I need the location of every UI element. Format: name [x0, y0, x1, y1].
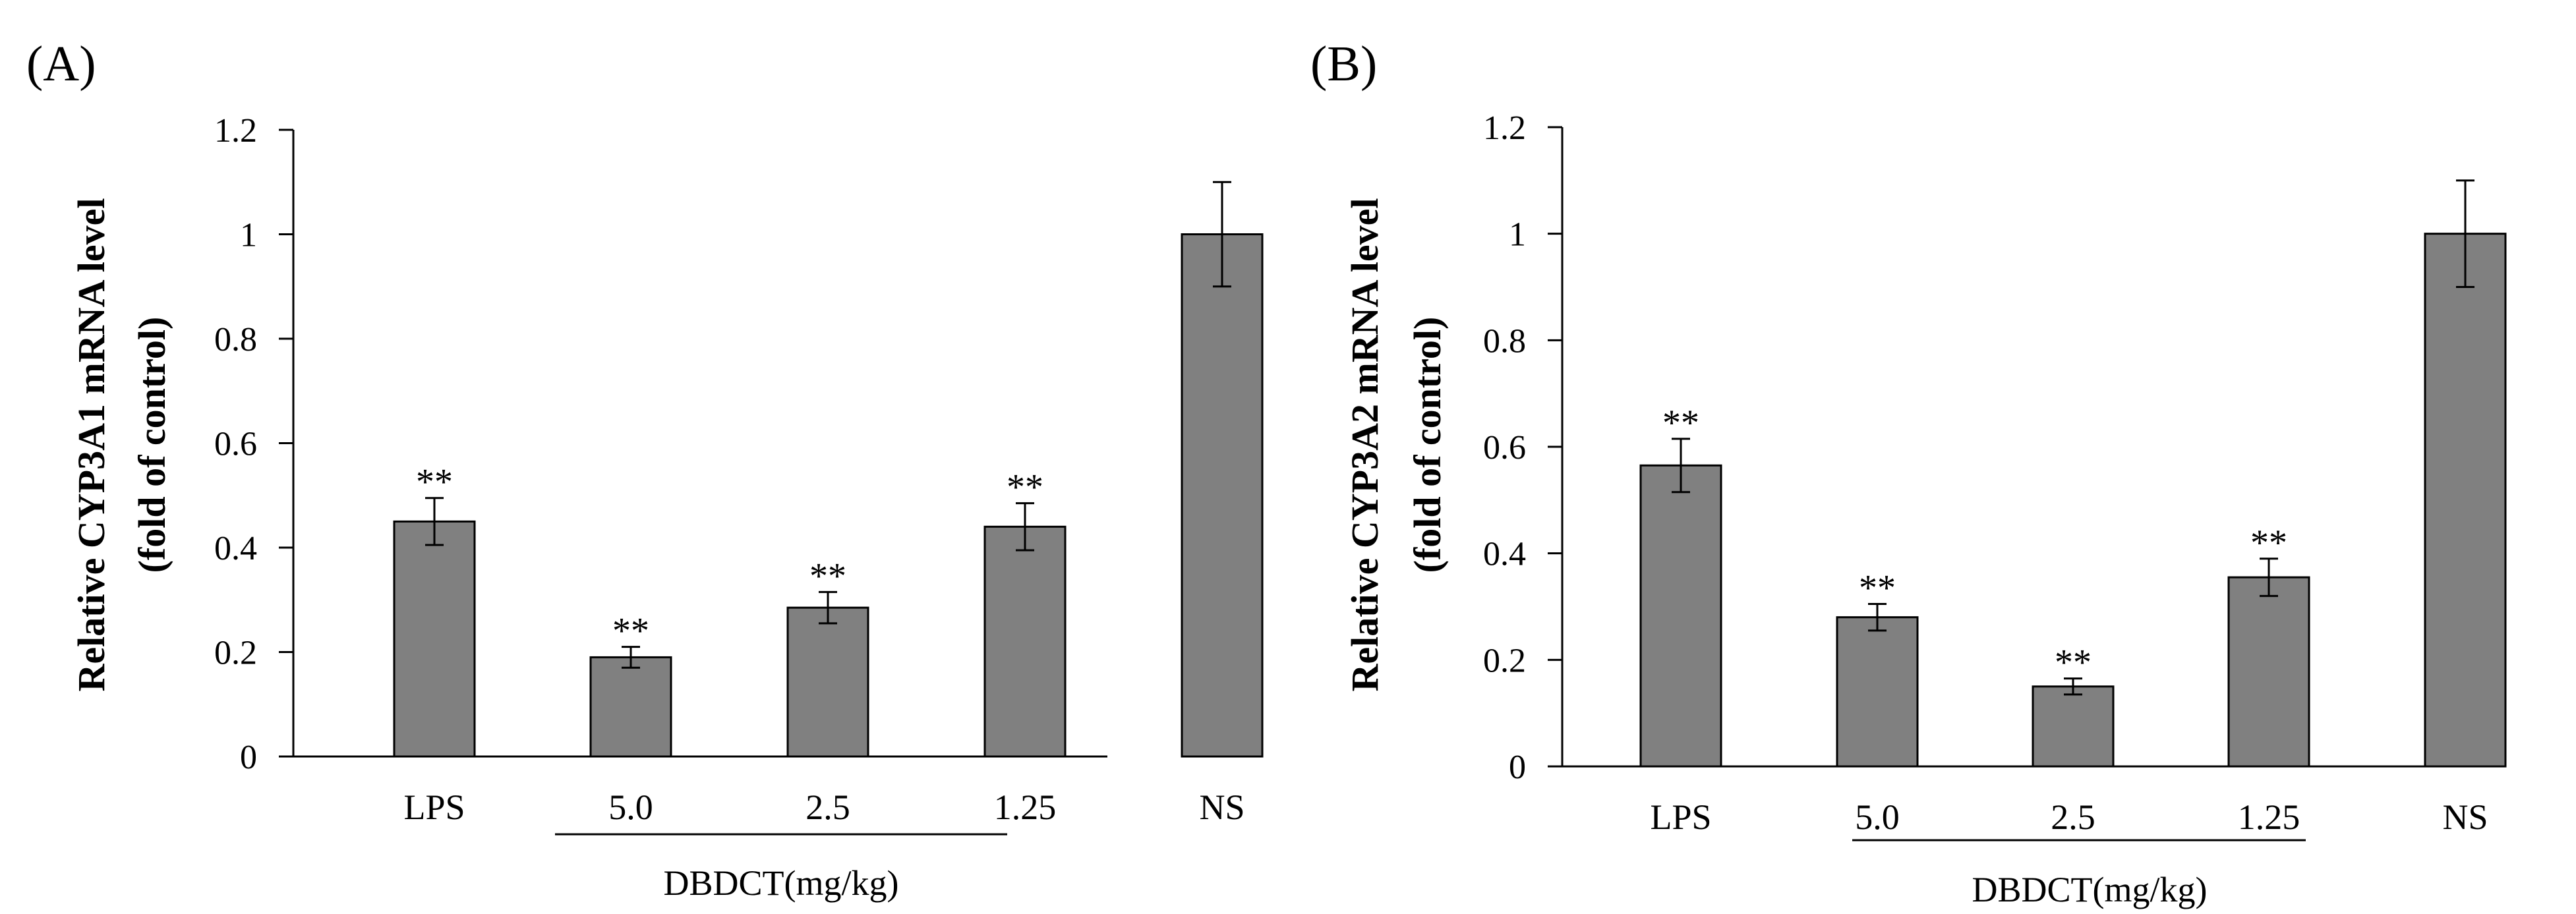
y-axis-label-line1: Relative CYP3A1 mRNA level: [70, 198, 113, 692]
bar: [2032, 685, 2115, 768]
group-label: DBDCT(mg/kg): [664, 863, 899, 903]
significance-marker: **: [2055, 643, 2092, 683]
bar: [786, 606, 869, 758]
bar: [1181, 233, 1264, 758]
y-axis-label-line1: Relative CYP3A2 mRNA level: [1343, 198, 1386, 692]
significance-marker: **: [809, 556, 846, 596]
y-tick-label: 0.8: [214, 321, 257, 358]
significance-marker: **: [416, 462, 453, 503]
y-tick-label: 1: [240, 217, 257, 254]
group-label: DBDCT(mg/kg): [1972, 870, 2208, 909]
y-tick-label: 0: [240, 739, 257, 776]
bar: [2424, 233, 2507, 768]
x-tick-label: NS: [1199, 787, 1244, 827]
y-tick-label: 1.2: [1483, 109, 1526, 147]
bar: [2227, 576, 2310, 768]
x-tick-label: LPS: [403, 787, 465, 827]
x-tick-label: 2.5: [2051, 797, 2095, 837]
panel-label: (B): [1310, 36, 1377, 92]
y-tick-label: 0.4: [1483, 536, 1526, 573]
x-tick-label: LPS: [1650, 797, 1711, 837]
y-axis-label-line2: (fold of control): [1406, 317, 1449, 573]
panel-label: (A): [26, 36, 96, 92]
x-tick-label: 1.25: [2238, 797, 2300, 837]
significance-marker: **: [1662, 403, 1699, 443]
y-tick-label: 0.6: [1483, 429, 1526, 467]
bar: [983, 525, 1067, 758]
y-tick-label: 0.4: [214, 530, 257, 567]
y-tick-label: 1.2: [214, 112, 257, 150]
y-tick-label: 1: [1509, 216, 1526, 254]
y-tick-label: 0.6: [214, 426, 257, 463]
significance-marker: **: [2250, 523, 2287, 563]
significance-marker: **: [612, 611, 649, 652]
significance-marker: **: [1007, 467, 1043, 508]
y-tick-label: 0.2: [214, 635, 257, 672]
chart-panel-b: (B) 0 0.2 0.4 0.6 0.8 1 1.2 Relative CYP3A2 mRNA…: [1310, 36, 2507, 909]
y-tick-label: 0.2: [1483, 642, 1526, 679]
significance-marker: **: [1859, 567, 1896, 608]
bar: [1836, 616, 1919, 768]
x-tick-label: 2.5: [805, 787, 850, 827]
y-tick-label: 0: [1509, 749, 1526, 786]
x-tick-label: NS: [2442, 797, 2488, 837]
bar: [393, 520, 476, 758]
y-axis-label-line2: (fold of control): [131, 317, 173, 573]
bar: [1639, 464, 1722, 768]
bar: [589, 656, 672, 758]
x-tick-label: 1.25: [994, 787, 1057, 827]
chart-panel-a: (A) 0 0.2 0.4 0.6 0.8 1 1.2 Relative CYP3A1 mRNA…: [26, 36, 1264, 903]
x-tick-label: 5.0: [608, 787, 653, 827]
y-tick-label: 0.8: [1483, 322, 1526, 360]
x-tick-label: 5.0: [1855, 797, 1900, 837]
